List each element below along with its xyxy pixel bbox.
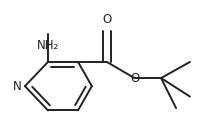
Text: O: O: [130, 72, 139, 85]
Text: NH₂: NH₂: [37, 39, 59, 52]
Text: N: N: [13, 80, 21, 93]
Text: O: O: [102, 13, 111, 26]
